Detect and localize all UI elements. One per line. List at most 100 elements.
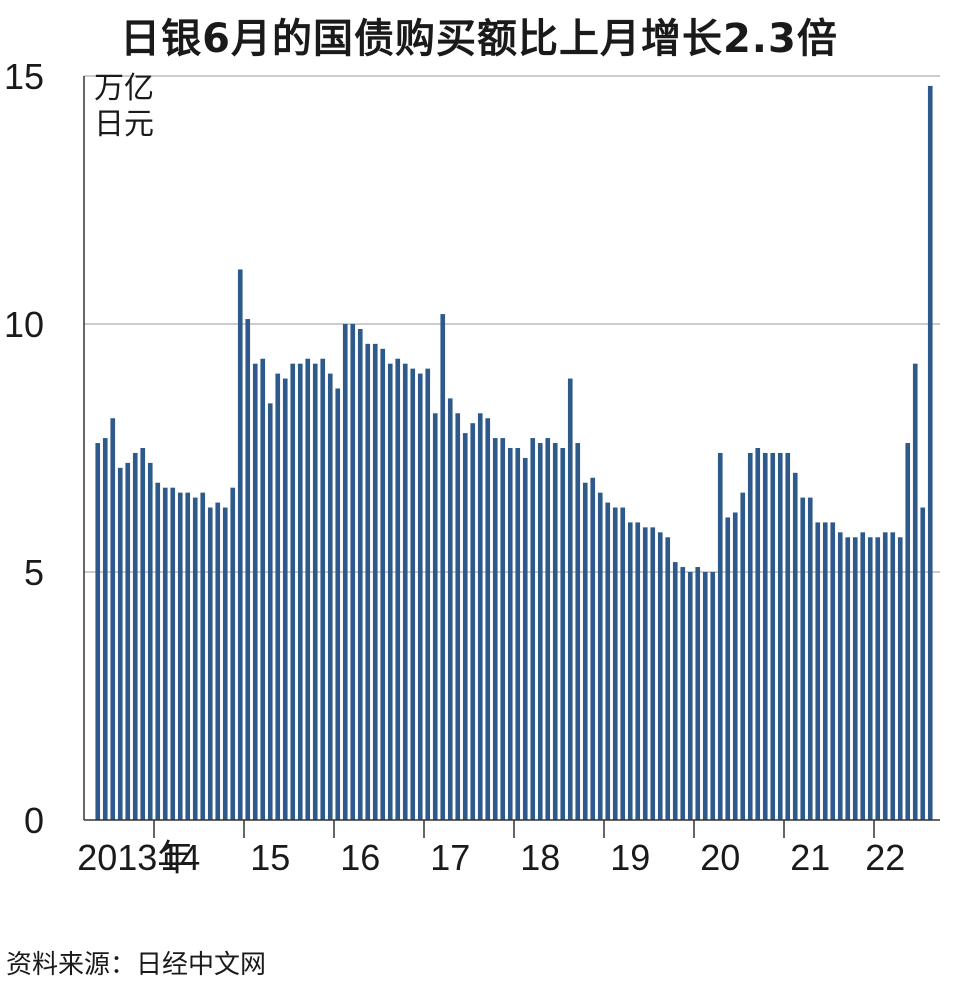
bar <box>200 492 206 820</box>
bar <box>695 567 701 820</box>
bar <box>575 443 581 820</box>
bar <box>425 368 431 820</box>
bar <box>102 438 108 820</box>
bar <box>417 373 423 820</box>
bar <box>275 373 281 820</box>
bar <box>687 572 693 820</box>
bar <box>410 368 416 820</box>
bar <box>365 343 371 820</box>
bar <box>177 492 183 820</box>
bar <box>635 522 641 820</box>
bar <box>237 269 243 820</box>
bar <box>387 363 393 820</box>
bar <box>807 497 813 820</box>
x-tick-label: 2013年 <box>77 837 193 878</box>
x-tick-label: 17 <box>430 837 470 878</box>
bar <box>95 443 101 820</box>
bar <box>605 502 611 820</box>
bar <box>762 452 768 820</box>
bar <box>552 443 558 820</box>
bar <box>380 348 386 820</box>
bar <box>545 438 551 820</box>
bar <box>170 487 176 820</box>
bar <box>590 477 596 820</box>
bar <box>327 373 333 820</box>
bar <box>725 517 731 820</box>
y-tick-label: 0 <box>24 800 44 841</box>
bar <box>515 448 521 820</box>
bar <box>485 418 491 820</box>
bar <box>290 363 296 820</box>
bar-series <box>95 85 933 821</box>
bar <box>627 522 633 820</box>
bar <box>582 482 588 820</box>
bar <box>402 363 408 820</box>
bar <box>717 452 723 820</box>
bar <box>372 343 378 820</box>
bar <box>755 448 761 820</box>
bar <box>740 492 746 820</box>
bar <box>230 487 236 820</box>
x-tick-label: 16 <box>340 837 380 878</box>
y-unit-label-line1: 万亿 <box>94 71 154 106</box>
bar <box>612 507 618 820</box>
bar <box>777 452 783 820</box>
bar <box>185 492 191 820</box>
bar <box>522 457 528 820</box>
bar <box>747 452 753 820</box>
bar <box>672 562 678 820</box>
bar <box>492 438 498 820</box>
bar <box>732 512 738 820</box>
bar <box>335 388 341 820</box>
bar <box>260 358 266 820</box>
x-tick-label: 15 <box>250 837 290 878</box>
bar <box>282 378 288 820</box>
bar <box>912 363 918 820</box>
y-tick-label: 10 <box>4 304 44 345</box>
bar <box>845 537 851 820</box>
bar <box>875 537 881 820</box>
bar <box>320 358 326 820</box>
x-tick-label: 22 <box>865 837 905 878</box>
bar <box>920 507 926 820</box>
bar <box>215 502 221 820</box>
bar <box>665 537 671 820</box>
bar <box>470 423 476 820</box>
bar <box>927 85 933 821</box>
bar <box>905 443 911 820</box>
bar <box>530 438 536 820</box>
x-tick-label: 18 <box>520 837 560 878</box>
x-tick-label: 19 <box>610 837 650 878</box>
bar <box>125 462 131 820</box>
x-tick-label: 14 <box>160 837 200 878</box>
source-note: 资料来源：日经中文网 <box>6 950 267 980</box>
bar <box>792 472 798 820</box>
bar <box>822 522 828 820</box>
bar <box>800 497 806 820</box>
bar <box>500 438 506 820</box>
bar <box>770 452 776 820</box>
bar <box>252 363 258 820</box>
bar <box>455 413 461 820</box>
bar <box>710 572 716 820</box>
bar <box>507 448 513 820</box>
bar <box>132 452 138 820</box>
bar <box>860 532 866 820</box>
bar <box>117 467 123 820</box>
bar <box>357 328 363 820</box>
bar <box>140 448 146 820</box>
bar <box>222 507 228 820</box>
bar <box>312 363 318 820</box>
bar <box>350 324 356 820</box>
bar <box>477 413 483 820</box>
bar <box>567 378 573 820</box>
bar <box>155 482 161 820</box>
bar <box>815 522 821 820</box>
bar <box>657 532 663 820</box>
x-tick-label: 21 <box>790 837 830 878</box>
bar <box>147 462 153 820</box>
bar <box>897 537 903 820</box>
y-tick-label: 5 <box>24 552 44 593</box>
